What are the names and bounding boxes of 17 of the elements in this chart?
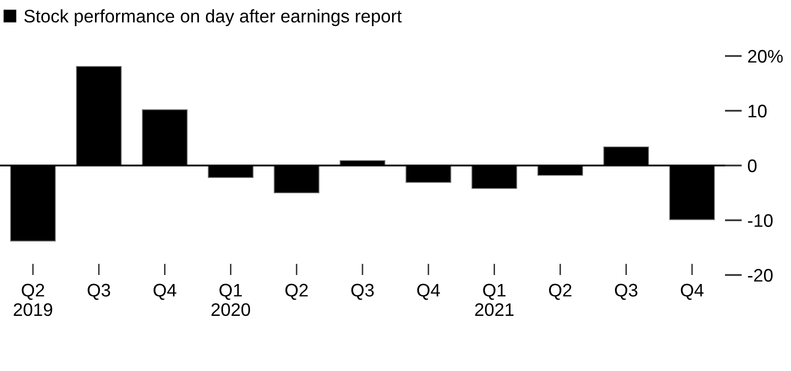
x-tick-label: Q4 [417, 284, 440, 300]
x-tick-label: Q1 2021 [475, 284, 514, 316]
x-tick-label: Q3 [351, 284, 374, 300]
y-tick-label: 0 [748, 159, 757, 172]
x-tick-label: Q3 [88, 284, 110, 300]
y-tick-label: -10 [748, 214, 773, 227]
y-tick-label: -20 [748, 268, 773, 282]
y-tick-label: 20% [748, 50, 783, 63]
legend-label: Stock performance on day after earnings report [24, 9, 402, 26]
x-tick-label: Q2 2019 [14, 284, 52, 316]
x-tick-label: Q4 [680, 284, 704, 300]
y-tick-label: 10 [748, 104, 767, 118]
x-tick-label: Q2 [285, 284, 308, 300]
x-tick-label: Q4 [154, 284, 176, 300]
x-tick-label: Q3 [614, 284, 638, 300]
x-tick-label: Q1 2020 [212, 284, 250, 316]
x-tick-label: Q2 [549, 284, 572, 300]
